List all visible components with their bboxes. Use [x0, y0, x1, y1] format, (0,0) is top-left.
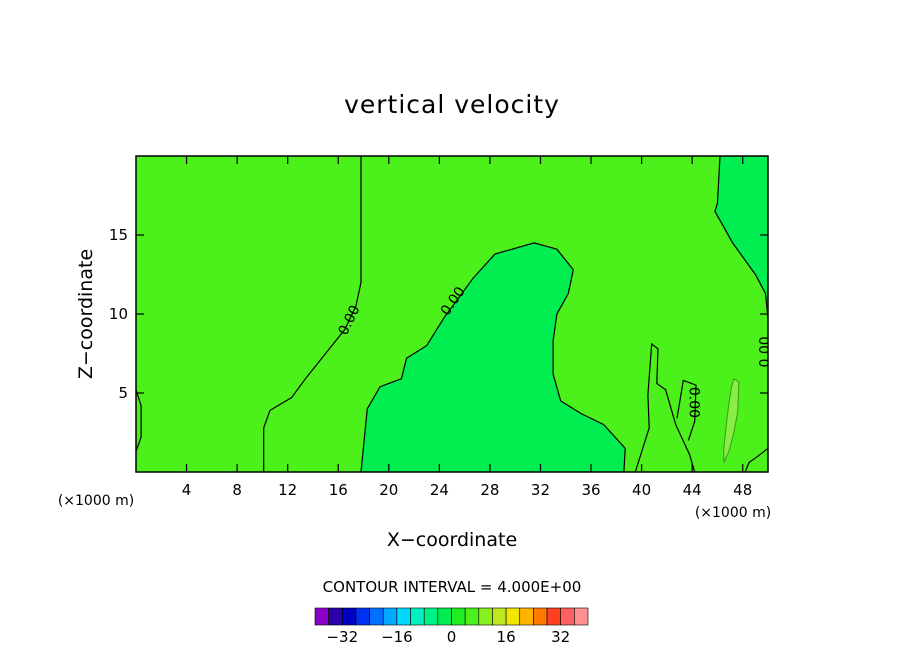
central-downward-plume: [361, 242, 626, 472]
chart-title: vertical velocity: [344, 90, 560, 119]
y-tick-label: 5: [118, 384, 128, 402]
right-strong-updraft: [723, 378, 739, 463]
x-tick-label: 44: [683, 481, 702, 499]
x-tick-label: 40: [632, 481, 651, 499]
contour-fill-regions: [136, 156, 768, 472]
x-tick-label: 32: [531, 481, 550, 499]
colorbar-tick-label: −32: [326, 628, 358, 646]
colorbar-swatch: [560, 607, 575, 626]
colorbar-swatch: [328, 607, 343, 626]
x-axis-ticks: 4 8 12 16 20 24 28 32 36 40 44 48: [182, 156, 752, 499]
x-unit-right: (×1000 m): [695, 505, 771, 521]
zero-contour-lower-right: [634, 342, 696, 472]
y-axis-ticks: 5 10 15: [109, 226, 768, 402]
colorbar-swatch: [451, 607, 466, 626]
contour-interval-label: CONTOUR INTERVAL = 4.000E+00: [323, 578, 582, 596]
colorbar-swatch: [478, 607, 493, 626]
plot-area: 0.000.000.000.00: [136, 156, 773, 472]
colorbar-tick-label: 32: [551, 628, 570, 646]
colorbar-tick-label: 16: [497, 628, 516, 646]
colorbar-swatch: [464, 607, 480, 626]
zero-contour-edge-right: [744, 447, 768, 472]
colorbar-swatch: [355, 607, 370, 626]
colorbar-tick-label: −16: [381, 628, 413, 646]
y-axis-label: Z−coordinate: [75, 249, 97, 379]
left-upward-region: [136, 156, 361, 472]
y-tick-label: 10: [109, 305, 128, 323]
colorbar-swatch: [396, 607, 411, 626]
colorbar-swatch: [519, 607, 534, 626]
colorbar-swatch: [341, 607, 357, 626]
zero-contour-small-lobe: [676, 379, 697, 441]
colorbar-swatch: [492, 607, 507, 626]
colorbar-swatch: [382, 607, 398, 626]
x-tick-label: 48: [733, 481, 752, 499]
x-tick-label: 16: [329, 481, 348, 499]
colorbar-swatch: [533, 607, 548, 626]
x-tick-label: 4: [182, 481, 192, 499]
colorbar-tick-label: 0: [447, 628, 457, 646]
x-tick-label: 12: [278, 481, 297, 499]
zero-contour-right: [714, 156, 768, 319]
contour-label: 0.00: [685, 387, 701, 418]
x-tick-label: 28: [480, 481, 499, 499]
colorbar-swatch: [437, 607, 452, 626]
x-tick-label: 20: [379, 481, 398, 499]
updraft-outline: [723, 378, 740, 463]
colorbar-swatch: [546, 607, 561, 626]
x-tick-label: 24: [430, 481, 449, 499]
zero-contour-left: [263, 156, 362, 472]
colorbar-swatch: [423, 607, 439, 626]
colorbar-swatch: [369, 607, 384, 626]
colorbar: −32 −16 0 16 32: [314, 607, 589, 646]
y-tick-label: 15: [109, 226, 128, 244]
colorbar-swatch: [505, 607, 521, 626]
colorbar-swatch: [314, 607, 329, 626]
zero-contour-center: [360, 242, 626, 472]
colorbar-swatch: [574, 607, 589, 626]
x-unit-left: (×1000 m): [58, 493, 134, 509]
contour-label: 0.00: [757, 336, 773, 367]
upper-right-downward-region: [714, 156, 768, 319]
colorbar-swatch: [410, 607, 425, 626]
zero-contour-left-edge: [136, 389, 142, 452]
x-axis-label: X−coordinate: [387, 529, 517, 551]
x-tick-label: 36: [581, 481, 600, 499]
x-tick-label: 8: [232, 481, 242, 499]
contour-lines: [136, 156, 768, 472]
